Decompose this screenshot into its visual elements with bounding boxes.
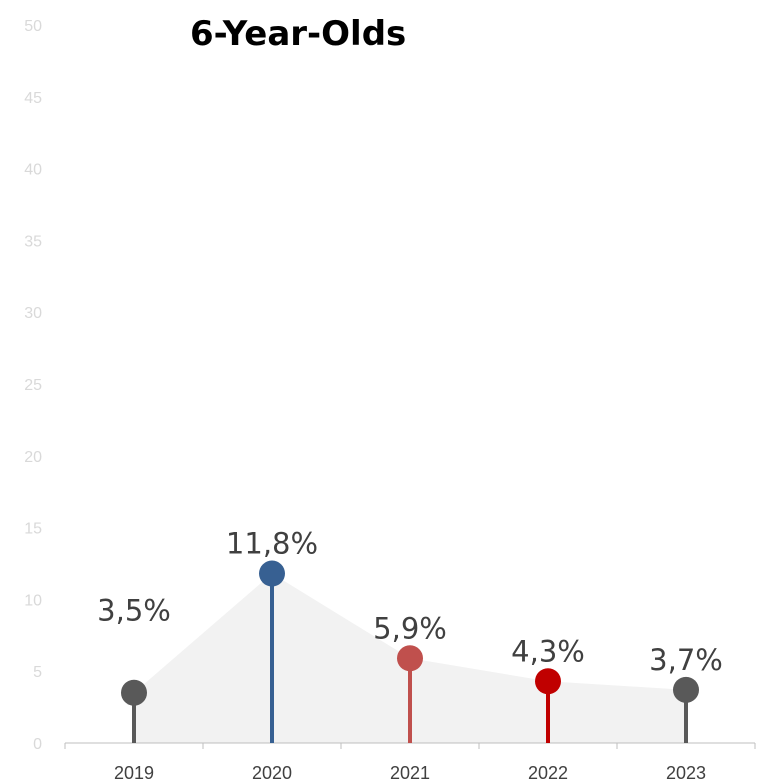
lollipop-point (121, 679, 147, 706)
data-label: 3,7% (649, 643, 723, 677)
x-tick-label: 2022 (528, 763, 568, 782)
x-tick-label: 2020 (252, 763, 292, 782)
lollipop-point (259, 560, 285, 587)
y-tick-label: 15 (24, 521, 42, 538)
y-tick-label: 10 (24, 592, 42, 609)
data-label: 3,5% (97, 594, 171, 628)
x-tick-label: 2019 (114, 763, 154, 782)
y-tick-label: 35 (24, 233, 42, 250)
lollipop-point (397, 645, 423, 672)
lollipop-point (535, 668, 561, 695)
y-tick-label: 30 (24, 305, 42, 322)
y-tick-label: 25 (24, 377, 42, 394)
y-tick-label: 5 (33, 664, 42, 681)
y-tick-label: 20 (24, 449, 42, 466)
chart-title: 6-Year-Olds (190, 14, 407, 54)
x-tick-label: 2023 (666, 763, 706, 782)
data-label: 4,3% (511, 634, 585, 668)
y-tick-label: 45 (24, 90, 42, 107)
y-tick-label: 40 (24, 162, 42, 179)
x-tick-label: 2021 (390, 763, 430, 782)
y-tick-label: 50 (24, 18, 42, 35)
y-tick-label: 0 (33, 736, 42, 753)
lollipop-point (673, 676, 699, 703)
data-label: 11,8% (226, 527, 318, 561)
data-label: 5,9% (373, 611, 447, 645)
